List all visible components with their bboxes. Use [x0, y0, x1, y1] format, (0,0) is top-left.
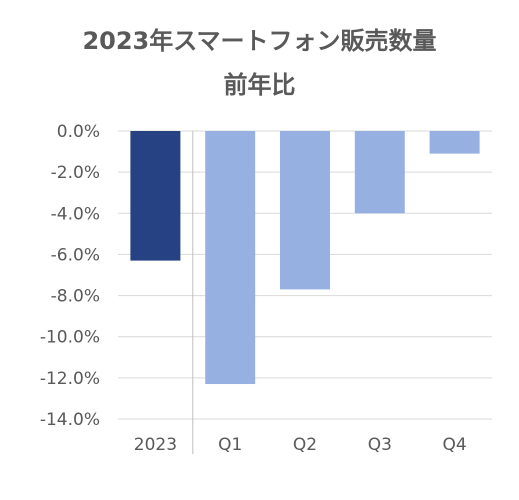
chart-subtitle: 前年比	[223, 71, 296, 99]
x-tick-label: Q4	[442, 435, 466, 455]
y-tick-label: -8.0%	[51, 287, 100, 307]
bar	[354, 131, 405, 214]
y-tick-label: -2.0%	[51, 163, 100, 183]
x-tick-label: Q3	[368, 435, 392, 455]
bar	[205, 131, 256, 385]
bar	[429, 131, 480, 154]
bar	[280, 131, 330, 290]
y-tick-label: -10.0%	[40, 328, 100, 348]
y-tick-label: -14.0%	[40, 410, 100, 430]
y-tick-label: 0.0%	[57, 122, 100, 142]
chart-title: 2023年スマートフォン販売数量	[82, 27, 437, 55]
y-tick-label: -6.0%	[51, 245, 100, 265]
x-tick-label: Q1	[218, 435, 242, 455]
x-tick-label: 2023	[134, 435, 177, 455]
bar	[130, 131, 181, 261]
x-tick-label: Q2	[293, 435, 317, 455]
y-tick-label: -4.0%	[51, 204, 100, 224]
y-tick-label: -12.0%	[40, 369, 100, 389]
